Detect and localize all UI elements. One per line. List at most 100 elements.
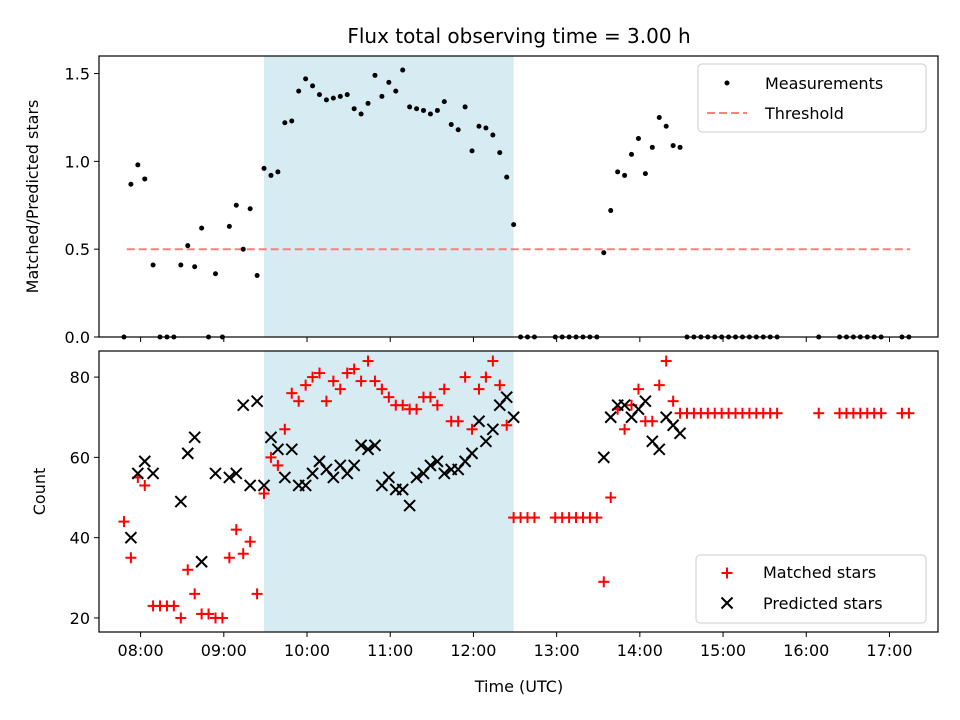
predicted-star-point: [618, 398, 631, 412]
matched-star-point: [258, 488, 270, 500]
predicted-star-point: [431, 455, 444, 468]
measurement-point: [462, 104, 468, 110]
measurement-point: [212, 271, 218, 277]
measurement-point: [275, 169, 281, 175]
matched-star-point: [272, 459, 284, 471]
x-tick-label: 13:00: [534, 641, 580, 660]
legend-predicted-label: Predicted stars: [763, 594, 883, 613]
matched-star-point: [528, 512, 540, 524]
count-panel-x-ticks: 08:00 09:00 10:00 11:00 12:00 13:00 14:00 15:00…: [118, 632, 913, 660]
count-panel-frame: [98, 350, 939, 633]
matched-star-point: [334, 383, 346, 395]
matched-star-point: [646, 415, 658, 427]
x-tick-label: 14:00: [617, 641, 663, 660]
predicted-star-point: [507, 411, 520, 424]
x-axis-label: Time (UTC): [474, 677, 563, 696]
measurement-point: [441, 99, 447, 105]
predicted-star-point: [230, 467, 243, 480]
predicted-star-point: [410, 471, 423, 484]
measurement-point: [379, 93, 385, 99]
x-tick-label: 11:00: [367, 641, 413, 660]
measurement-point: [490, 132, 496, 138]
measurement-point: [677, 144, 683, 150]
measurement-point: [629, 151, 635, 157]
measurement-point: [178, 262, 184, 268]
predicted-star-point: [181, 447, 194, 460]
x-tick-label: 08:00: [118, 641, 164, 660]
y-tick-label: 1.0: [65, 152, 90, 171]
matched-star-point: [369, 375, 381, 387]
predicted-star-point: [299, 479, 312, 492]
predicted-star-point: [146, 467, 160, 480]
legend-measurements-label: Measurements: [765, 74, 883, 93]
matched-star-point: [431, 399, 443, 411]
matched-star-point: [320, 395, 332, 407]
measurement-point: [192, 264, 198, 270]
measurement-point: [240, 246, 246, 252]
x-tick-label: 16:00: [783, 641, 829, 660]
legend-matched-marker: [721, 567, 733, 579]
chart-title: Flux total observing time = 3.00 h: [347, 24, 690, 48]
measurement-point: [337, 93, 343, 99]
matched-star-point: [667, 395, 679, 407]
measurement-point: [261, 165, 267, 171]
measurement-point: [670, 143, 676, 149]
matched-star-point: [411, 403, 423, 415]
y-tick-label: 40: [70, 529, 90, 548]
measurement-point: [656, 114, 662, 120]
measurement-point: [407, 104, 413, 110]
matched-star-point: [125, 552, 137, 564]
matched-star-point: [237, 548, 249, 560]
predicted-star-point: [138, 455, 151, 468]
y-tick-label: 20: [70, 609, 90, 628]
measurement-point: [330, 95, 336, 101]
count-panel-y-ticks: 20 40 60 80: [70, 368, 99, 628]
matched-star-point: [591, 512, 603, 524]
matched-star-point: [632, 383, 644, 395]
y-tick-label: 0.0: [65, 328, 90, 347]
matched-star-point: [438, 383, 450, 395]
legend-matched-label: Matched stars: [763, 563, 876, 582]
measurement-point: [310, 83, 316, 89]
matched-star-point: [203, 608, 215, 620]
ratio-panel: 0.0 0.5 1.0 1.5 Matched/Predicted stars Mea…: [23, 55, 939, 347]
measurement-point: [427, 111, 433, 117]
measurement-point: [393, 88, 399, 94]
predicted-star-point: [597, 451, 610, 464]
matched-star-point: [182, 564, 194, 576]
measurement-point: [483, 125, 489, 131]
matched-star-point: [397, 399, 409, 411]
measurement-point: [282, 120, 288, 126]
measurement-point: [601, 250, 607, 256]
matched-star-point: [875, 407, 887, 419]
measurement-point: [323, 97, 329, 103]
measurement-point: [135, 162, 141, 168]
matched-star-point: [501, 419, 513, 431]
legend-predicted-cross: [720, 596, 734, 610]
predicted-star-point: [639, 394, 652, 408]
measurement-point: [469, 148, 475, 154]
matched-star-point: [466, 423, 478, 435]
ratio-panel-frame: [98, 55, 939, 338]
matched-star-point: [216, 612, 228, 624]
measurement-point: [511, 222, 517, 228]
matched-star-point: [424, 391, 436, 403]
measurement-point: [608, 208, 614, 214]
measurement-point: [247, 206, 253, 212]
matched-star-point: [452, 415, 464, 427]
matched-star-point: [459, 371, 471, 383]
x-tick-label: 12:00: [450, 641, 496, 660]
predicted-star-point: [361, 443, 375, 456]
measurement-point: [254, 273, 260, 279]
matched-star-point: [355, 375, 367, 387]
matched-star-point: [605, 492, 617, 504]
y-tick-label: 0.5: [65, 240, 90, 259]
matched-star-point: [598, 576, 610, 588]
measurement-point: [372, 72, 378, 78]
predicted-star-point: [486, 423, 500, 436]
legend-predicted-marker: [720, 596, 734, 610]
matched-stars-points: [118, 355, 915, 624]
predicted-star-point: [500, 390, 513, 404]
predicted-star-point: [438, 467, 451, 480]
